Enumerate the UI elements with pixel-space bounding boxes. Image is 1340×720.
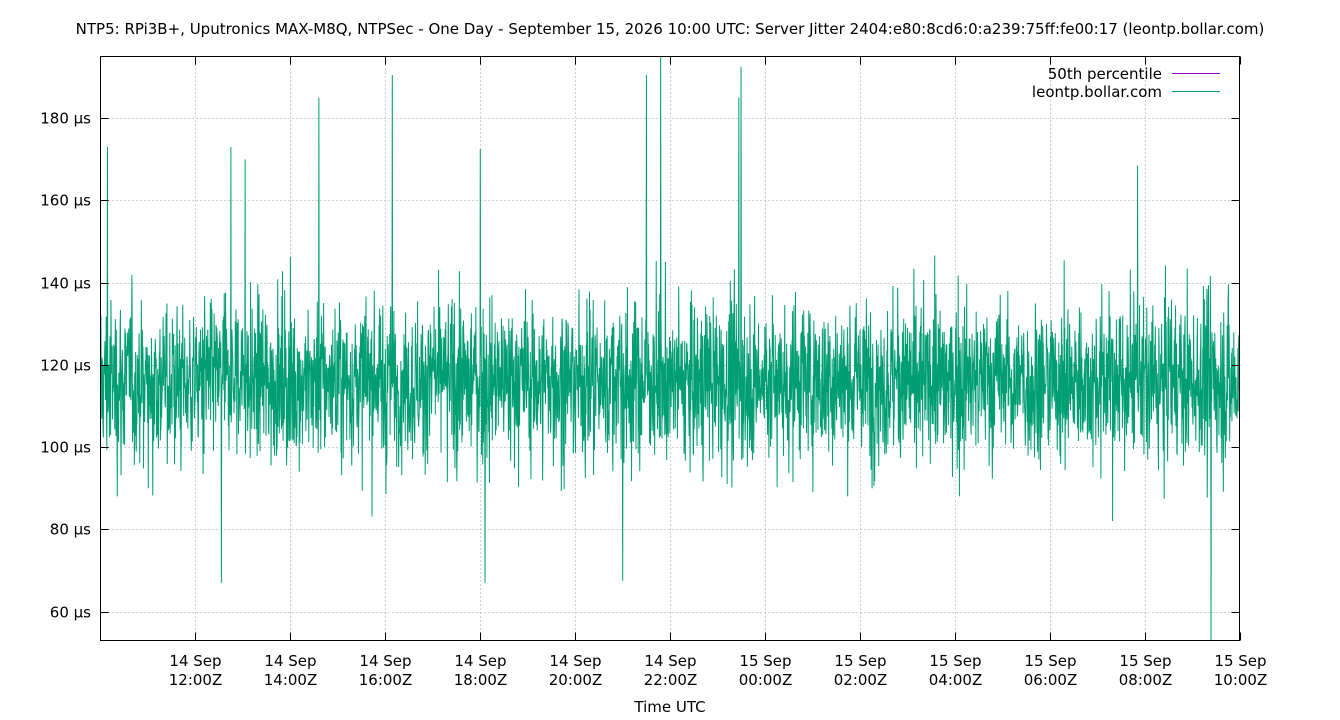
y-tick-label: 160 µs: [40, 192, 91, 210]
y-tick-label: 120 µs: [40, 357, 91, 375]
x-tick-time-label: 22:00Z: [644, 671, 698, 689]
x-tick-date-label: 15 Sep: [1214, 652, 1266, 670]
y-tick-label: 180 µs: [40, 110, 91, 128]
x-tick-time-label: 20:00Z: [549, 671, 603, 689]
x-tick-time-label: 06:00Z: [1024, 671, 1078, 689]
x-tick-date-label: 14 Sep: [549, 652, 601, 670]
series-line-leontp: [100, 56, 1240, 641]
x-tick-time-label: 00:00Z: [739, 671, 793, 689]
x-tick-date-label: 15 Sep: [739, 652, 791, 670]
y-tick-label: 80 µs: [50, 521, 91, 539]
x-tick-date-label: 15 Sep: [834, 652, 886, 670]
x-tick-date-label: 14 Sep: [454, 652, 506, 670]
x-tick-time-label: 04:00Z: [929, 671, 983, 689]
y-tick-label: 60 µs: [50, 604, 91, 622]
x-tick-date-label: 14 Sep: [359, 652, 411, 670]
y-tick-label: 140 µs: [40, 275, 91, 293]
x-tick-time-label: 12:00Z: [169, 671, 223, 689]
x-tick-date-label: 14 Sep: [169, 652, 221, 670]
y-axis: 60 µs 80 µs 100 µs 120 µs 140 µs 160 µs 180 µs: [40, 110, 1240, 622]
x-tick-date-label: 14 Sep: [264, 652, 316, 670]
x-tick-time-label: 18:00Z: [454, 671, 508, 689]
x-tick-time-label: 02:00Z: [834, 671, 888, 689]
y-tick-label: 100 µs: [40, 439, 91, 457]
chart-title: NTP5: RPi3B+, Uputronics MAX-M8Q, NTPSec…: [76, 20, 1265, 38]
x-tick-date-label: 14 Sep: [644, 652, 696, 670]
data-series-leontp: [100, 56, 1240, 641]
x-tick-date-label: 15 Sep: [1024, 652, 1076, 670]
legend-label-leontp: leontp.bollar.com: [1032, 83, 1162, 101]
x-tick-date-label: 15 Sep: [929, 652, 981, 670]
x-tick-date-label: 15 Sep: [1119, 652, 1171, 670]
x-tick-time-label: 16:00Z: [359, 671, 413, 689]
x-axis-title: Time UTC: [633, 698, 705, 716]
x-tick-time-label: 08:00Z: [1119, 671, 1173, 689]
legend-label-50th-percentile: 50th percentile: [1048, 65, 1162, 83]
x-tick-time-label: 10:00Z: [1214, 671, 1268, 689]
x-tick-time-label: 14:00Z: [264, 671, 318, 689]
legend: 50th percentile leontp.bollar.com: [1032, 65, 1220, 101]
